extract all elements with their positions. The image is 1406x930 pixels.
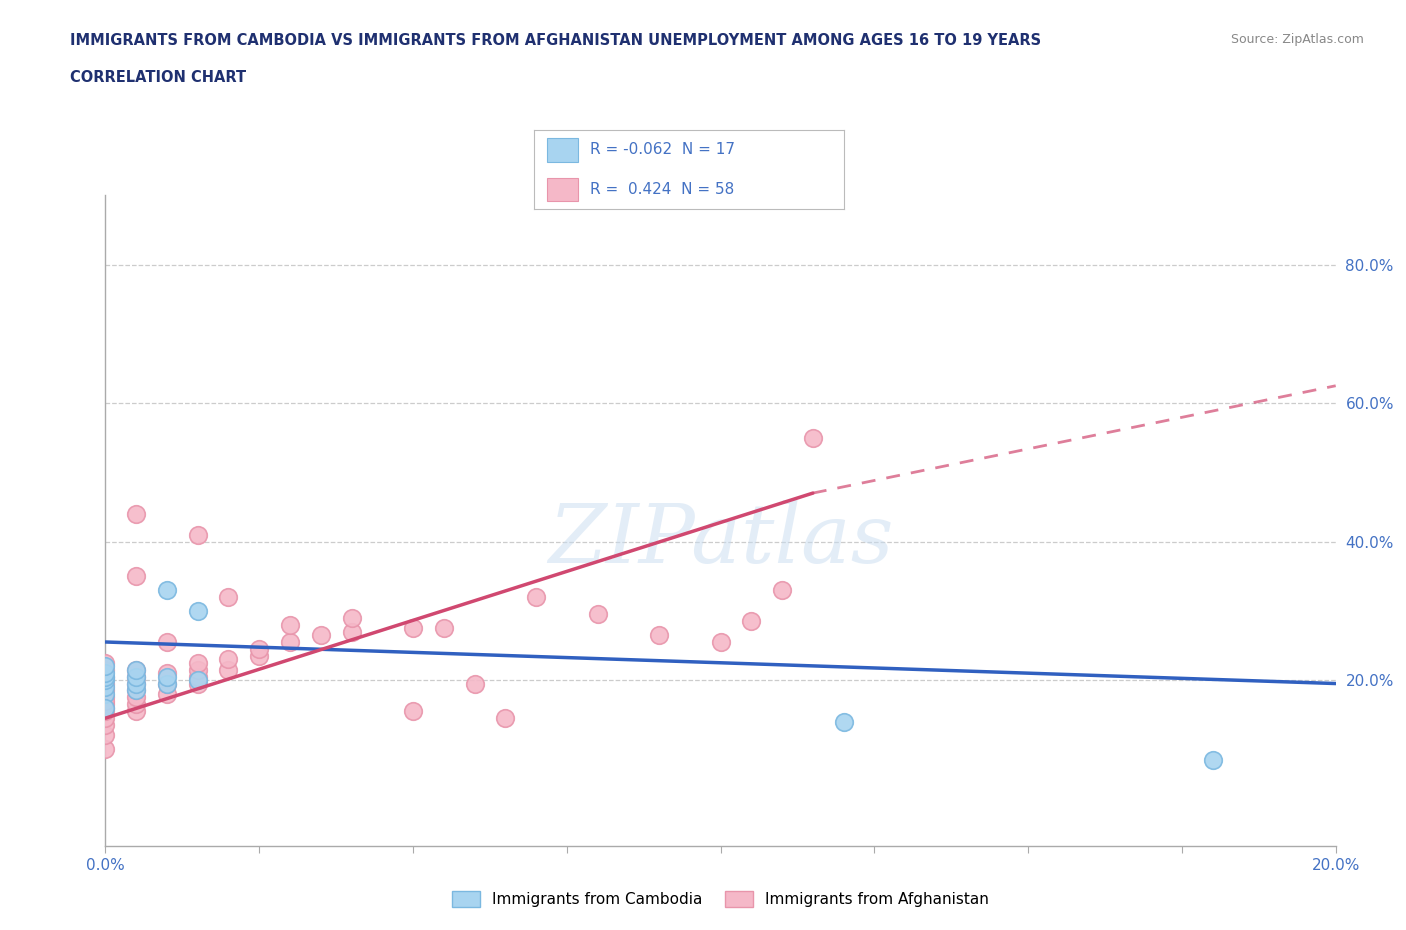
Point bbox=[125, 676, 148, 691]
Point bbox=[94, 662, 117, 677]
Point bbox=[586, 607, 609, 622]
Point bbox=[94, 700, 117, 715]
Point bbox=[125, 662, 148, 677]
Point bbox=[94, 683, 117, 698]
Point bbox=[187, 672, 209, 687]
Point bbox=[648, 628, 671, 643]
Bar bbox=[547, 139, 578, 162]
Point bbox=[187, 604, 209, 618]
Point bbox=[94, 666, 117, 681]
Point bbox=[187, 656, 209, 671]
Text: Source: ZipAtlas.com: Source: ZipAtlas.com bbox=[1230, 33, 1364, 46]
Point bbox=[94, 700, 117, 715]
Point bbox=[309, 628, 332, 643]
Point bbox=[94, 742, 117, 757]
Bar bbox=[547, 178, 578, 202]
Point bbox=[156, 666, 179, 681]
Point bbox=[218, 652, 240, 667]
Point bbox=[125, 683, 148, 698]
Point bbox=[94, 704, 117, 719]
Point bbox=[433, 620, 456, 635]
Point bbox=[340, 624, 363, 639]
Point bbox=[156, 676, 179, 691]
Point bbox=[94, 718, 117, 733]
Point bbox=[94, 670, 117, 684]
Point bbox=[94, 658, 117, 673]
Point bbox=[94, 728, 117, 743]
Point bbox=[94, 680, 117, 695]
Point bbox=[125, 670, 148, 684]
Point bbox=[247, 648, 270, 663]
Point bbox=[125, 690, 148, 705]
Point bbox=[832, 714, 855, 729]
Point bbox=[125, 569, 148, 584]
Point bbox=[125, 670, 148, 684]
Point bbox=[94, 670, 117, 684]
Point bbox=[187, 670, 209, 684]
Point bbox=[94, 672, 117, 687]
Point bbox=[278, 634, 301, 649]
Point bbox=[94, 694, 117, 709]
Point bbox=[494, 711, 516, 725]
Text: CORRELATION CHART: CORRELATION CHART bbox=[70, 70, 246, 85]
Point bbox=[740, 614, 762, 629]
Point bbox=[94, 656, 117, 671]
Point bbox=[125, 507, 148, 522]
Point bbox=[187, 662, 209, 677]
Point bbox=[710, 634, 733, 649]
Point bbox=[156, 686, 179, 701]
Point bbox=[770, 582, 793, 597]
Point bbox=[218, 662, 240, 677]
Point bbox=[94, 711, 117, 725]
Text: R =  0.424  N = 58: R = 0.424 N = 58 bbox=[591, 182, 734, 197]
Point bbox=[94, 676, 117, 691]
Point bbox=[156, 676, 179, 691]
Point bbox=[524, 590, 547, 604]
Text: ZIPatlas: ZIPatlas bbox=[548, 500, 893, 580]
Point bbox=[125, 697, 148, 711]
Point bbox=[278, 618, 301, 632]
Point bbox=[94, 690, 117, 705]
Point bbox=[156, 582, 179, 597]
Point bbox=[1201, 752, 1223, 767]
Text: R = -0.062  N = 17: R = -0.062 N = 17 bbox=[591, 142, 735, 157]
Point bbox=[94, 697, 117, 711]
Point bbox=[187, 676, 209, 691]
Point bbox=[125, 704, 148, 719]
Point bbox=[125, 662, 148, 677]
Point bbox=[156, 634, 179, 649]
Point bbox=[247, 642, 270, 657]
Point bbox=[464, 676, 486, 691]
Legend: Immigrants from Cambodia, Immigrants from Afghanistan: Immigrants from Cambodia, Immigrants fro… bbox=[446, 885, 995, 913]
Point bbox=[340, 610, 363, 625]
Point bbox=[801, 431, 824, 445]
Point bbox=[218, 590, 240, 604]
Point bbox=[125, 683, 148, 698]
Point bbox=[94, 686, 117, 701]
Point bbox=[402, 704, 425, 719]
Text: IMMIGRANTS FROM CAMBODIA VS IMMIGRANTS FROM AFGHANISTAN UNEMPLOYMENT AMONG AGES : IMMIGRANTS FROM CAMBODIA VS IMMIGRANTS F… bbox=[70, 33, 1042, 47]
Point bbox=[156, 670, 179, 684]
Point bbox=[402, 620, 425, 635]
Point bbox=[187, 527, 209, 542]
Point bbox=[125, 676, 148, 691]
